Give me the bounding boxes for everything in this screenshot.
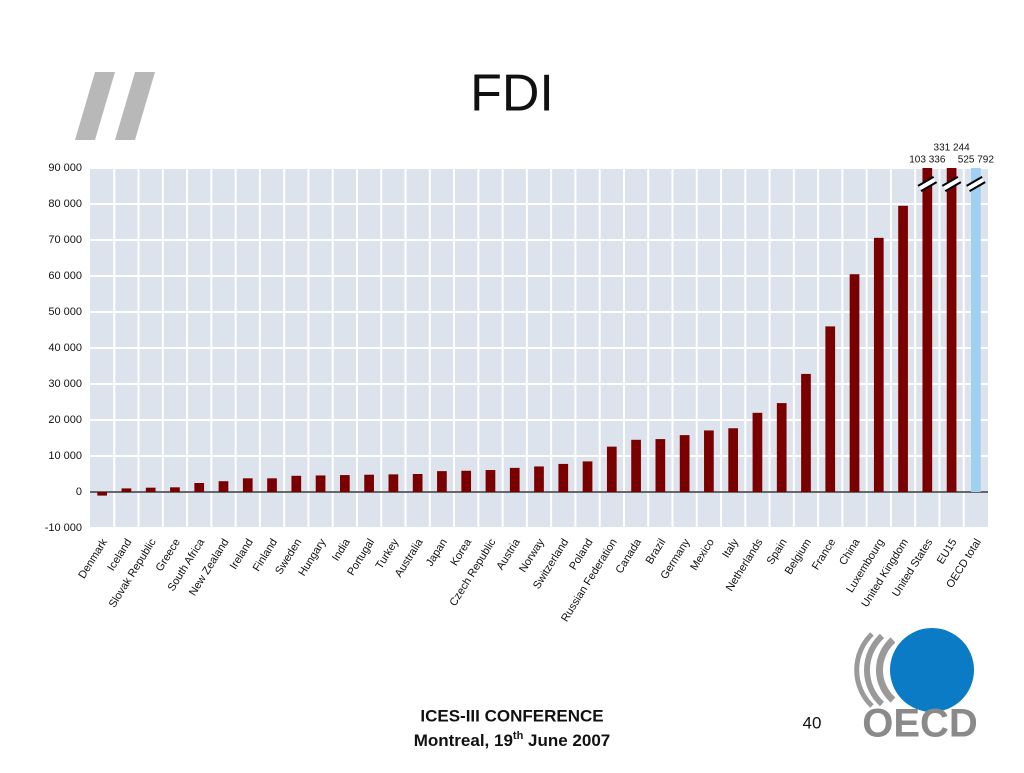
y-tick-label: 10 000	[48, 450, 82, 462]
axis-break	[969, 181, 986, 192]
slide-title: FDI	[470, 65, 554, 123]
y-tick-label: 90 000	[48, 162, 82, 174]
value-label: 331 244	[934, 143, 971, 154]
x-tick-label: China	[837, 536, 863, 567]
bar	[849, 274, 860, 492]
axis-break	[941, 176, 959, 187]
y-tick-label: 0	[76, 486, 82, 498]
bar	[534, 466, 544, 492]
y-tick-label: -10 000	[45, 522, 82, 534]
axis-break	[966, 176, 983, 187]
x-tick-label: Spain	[765, 537, 790, 567]
logo-arc	[854, 632, 874, 708]
bar	[704, 430, 714, 492]
bar	[461, 470, 472, 492]
bar	[922, 168, 933, 492]
axis-break-gap	[967, 177, 985, 191]
oecd-logo: OECD	[854, 628, 978, 746]
logo-circle	[890, 628, 974, 712]
bar	[679, 435, 690, 492]
bar	[655, 439, 666, 492]
axis-break	[917, 176, 935, 187]
bar	[339, 475, 350, 492]
bar	[242, 478, 253, 492]
bar	[728, 428, 739, 492]
logo-text: OECD	[862, 702, 978, 746]
y-tick-label: 80 000	[48, 198, 82, 210]
bar	[267, 478, 277, 492]
bar	[218, 481, 229, 492]
axis-break-gap	[943, 177, 961, 191]
axis-break	[944, 181, 962, 192]
bar	[291, 475, 302, 492]
x-tick-label: EU15	[935, 537, 960, 567]
axis-break-gap	[918, 177, 936, 191]
x-tick-label: Canada	[613, 536, 644, 576]
bar	[873, 237, 884, 492]
bar	[509, 467, 520, 492]
x-tick-label: France	[810, 537, 838, 572]
x-tick-label: Japan	[424, 537, 450, 569]
axis-break	[920, 181, 938, 192]
bar	[97, 492, 107, 496]
bar	[388, 474, 399, 492]
bar	[315, 475, 326, 492]
bar	[801, 373, 811, 492]
y-tick-label: 40 000	[48, 342, 82, 354]
bar	[582, 461, 593, 492]
value-label: 525 792	[958, 155, 995, 166]
value-label: 103 336	[909, 155, 946, 166]
quote-mark	[115, 72, 155, 140]
logo-arc	[863, 633, 885, 707]
quote-mark	[75, 72, 115, 140]
footer-text: Montreal, 19	[414, 731, 513, 750]
bar	[412, 474, 423, 492]
bar	[776, 403, 787, 492]
bar	[898, 205, 908, 493]
x-tick-label: Mexico	[688, 537, 717, 573]
y-tick-label: 30 000	[48, 378, 82, 390]
bar	[558, 463, 569, 492]
bar	[170, 487, 180, 492]
x-tick-label: Denmark	[76, 536, 110, 581]
footer-line: ICES-III CONFERENCE	[420, 706, 603, 725]
bar	[364, 474, 374, 492]
x-tick-label: Brazil	[644, 537, 669, 567]
footer-line: Montreal, 19th June 2007	[414, 730, 611, 751]
bar	[145, 487, 156, 492]
footer-text: June 2007	[523, 731, 610, 750]
x-tick-label: Italy	[720, 536, 741, 560]
bar	[606, 446, 617, 492]
x-tick-label: India	[330, 536, 353, 563]
bar	[631, 439, 641, 492]
y-tick-label: 20 000	[48, 414, 82, 426]
y-tick-label: 60 000	[48, 270, 82, 282]
bar	[437, 471, 447, 492]
x-tick-label: Czech Republic	[447, 536, 498, 608]
y-tick-label: 50 000	[48, 306, 82, 318]
bar	[825, 326, 836, 492]
bar	[121, 488, 132, 492]
bar	[752, 412, 763, 492]
bar	[971, 168, 981, 492]
bar	[194, 483, 205, 492]
footer-superscript: th	[513, 730, 524, 742]
bar	[485, 470, 496, 492]
logo-arc	[876, 637, 896, 703]
quote-decoration	[75, 72, 155, 140]
bar	[946, 168, 957, 492]
y-tick-label: 70 000	[48, 234, 82, 246]
page-number: 40	[803, 713, 822, 732]
